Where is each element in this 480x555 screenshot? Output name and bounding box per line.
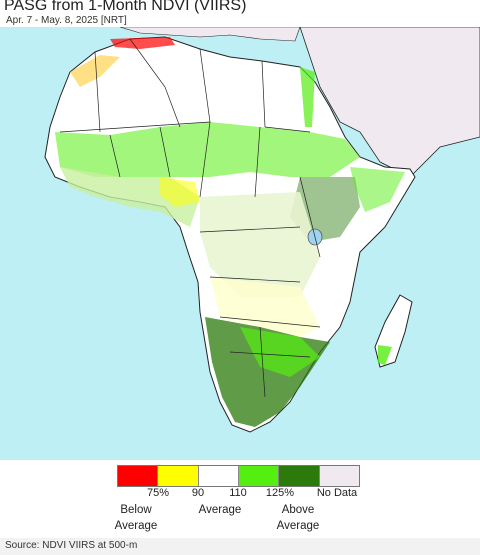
legend-tick-75: 75% — [146, 487, 170, 499]
legend-category-below: Below Average — [115, 502, 158, 534]
legend-category-average-line1: Average — [198, 504, 242, 516]
southern-africa-light — [240, 327, 320, 377]
map-title: PASG from 1-Month NDVI (VIIRS) — [4, 0, 247, 14]
north-coast-yellow — [70, 55, 120, 87]
legend-category-below-line1: Below — [120, 504, 152, 516]
legend-swatch-110-125 — [238, 466, 280, 486]
footer-bar: Source: NDVI VIIRS at 500-m — [0, 538, 480, 555]
madagascar-green — [378, 345, 392, 365]
central-africa-mixed — [200, 192, 320, 297]
north-coast-red — [110, 37, 175, 49]
legend-tick-125: 125% — [265, 487, 295, 499]
legend-category-above-line2: Average — [276, 520, 320, 532]
legend-swatch-90-110 — [198, 466, 239, 486]
map-area — [0, 27, 480, 460]
legend-swatch-no-data — [319, 466, 359, 486]
africa-map — [44, 27, 480, 433]
nile-green — [300, 67, 315, 127]
legend-category-above-line1: Above — [281, 504, 315, 516]
arabia-region — [299, 27, 480, 178]
legend-tick-110: 110 — [229, 487, 247, 499]
legend-category-average: Average — [199, 502, 242, 518]
legend-swatch-below-75 — [118, 466, 159, 486]
europe-region — [119, 27, 301, 42]
nigeria-yellow — [160, 177, 200, 207]
source-label: Source: NDVI VIIRS at 500-m — [5, 540, 138, 551]
country-borders — [59, 38, 321, 398]
legend-category-below-line2: Average — [114, 520, 158, 532]
horn-green — [350, 167, 405, 212]
legend-bar — [117, 465, 360, 487]
legend-tick-no-data: No Data — [316, 487, 358, 499]
angola-zambia — [210, 277, 320, 337]
legend-tick-90: 90 — [191, 487, 205, 499]
sahel-green — [55, 122, 360, 177]
legend-swatch-above-125 — [279, 466, 320, 486]
map-subtitle: Apr. 7 - May. 8, 2025 [NRT] — [6, 15, 127, 26]
legend-category-above: Above Average — [277, 502, 320, 534]
legend-swatch-75-90 — [158, 466, 199, 486]
